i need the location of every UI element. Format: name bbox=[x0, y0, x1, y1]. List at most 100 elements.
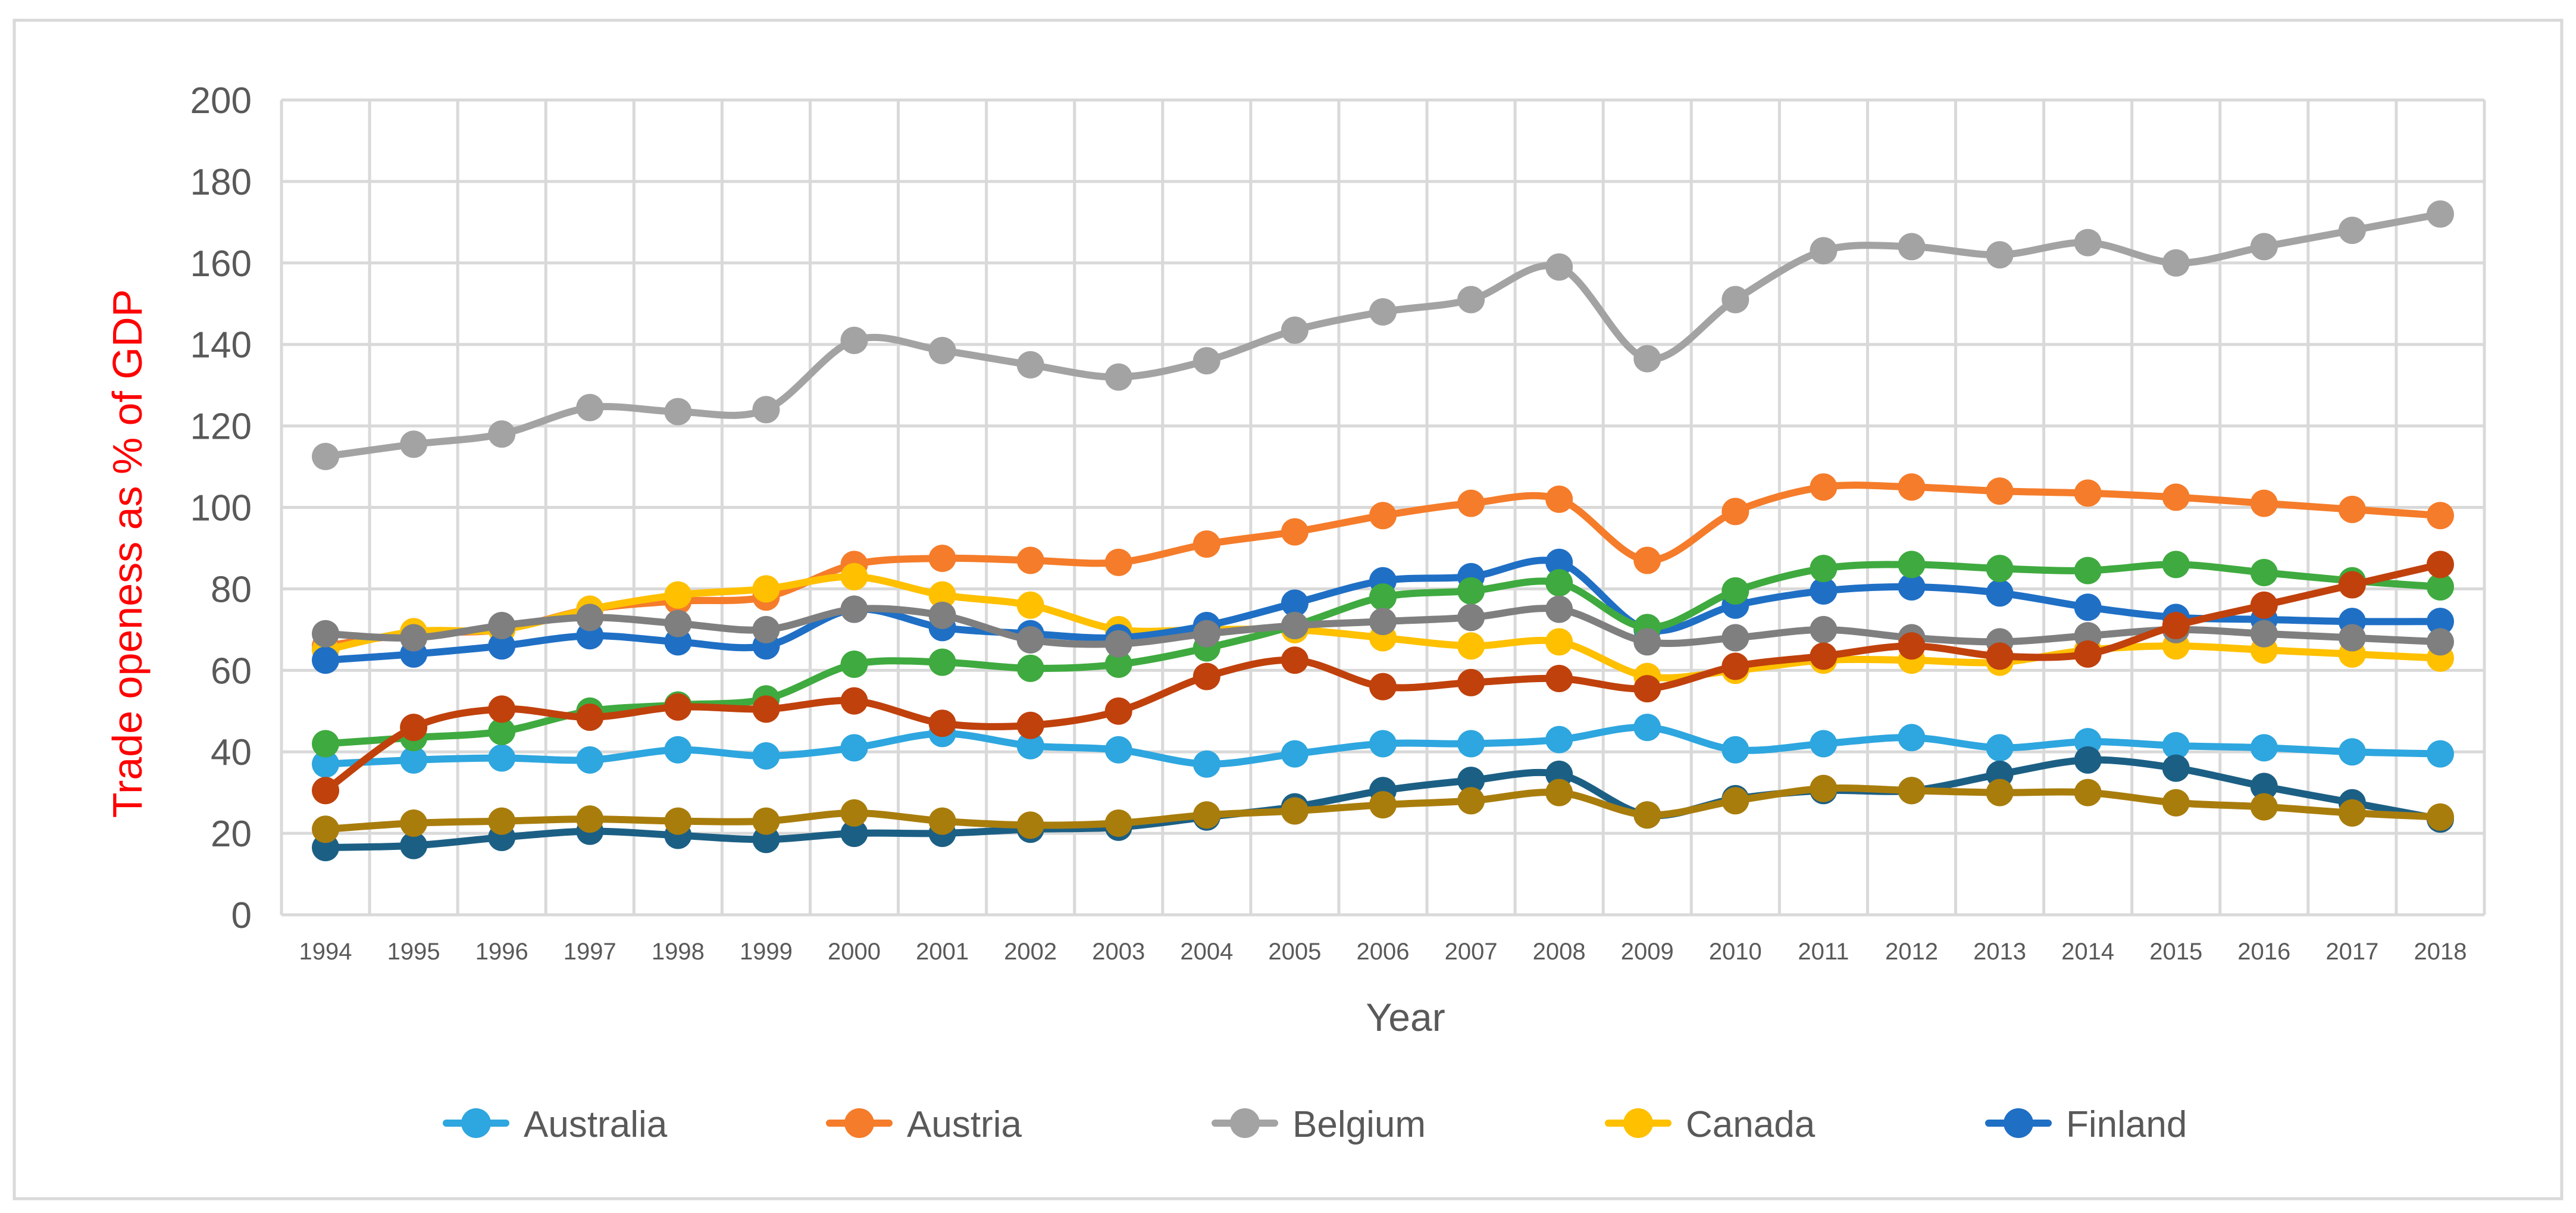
data-point bbox=[752, 615, 780, 643]
data-point bbox=[840, 651, 868, 679]
data-point bbox=[312, 730, 340, 758]
y-tick-label: 140 bbox=[190, 325, 252, 366]
data-point bbox=[312, 646, 340, 674]
data-point bbox=[400, 714, 428, 742]
data-point bbox=[2426, 551, 2454, 579]
data-point bbox=[1369, 730, 1397, 758]
data-point bbox=[1898, 551, 1926, 579]
data-point bbox=[752, 742, 780, 770]
data-point bbox=[1192, 662, 1220, 690]
legend-item-finland: Finland bbox=[1985, 1104, 2187, 1145]
data-point bbox=[2250, 793, 2278, 821]
legend-label: Belgium bbox=[1292, 1104, 1426, 1145]
data-point bbox=[928, 709, 956, 737]
data-point bbox=[1633, 675, 1661, 703]
data-point bbox=[1986, 241, 2014, 269]
data-point bbox=[1369, 673, 1397, 701]
legend-marker bbox=[1230, 1108, 1260, 1138]
data-point bbox=[576, 704, 604, 731]
data-point bbox=[1457, 577, 1485, 605]
data-point bbox=[1810, 774, 1838, 802]
data-point bbox=[312, 620, 340, 648]
x-tick-label: 2018 bbox=[2414, 939, 2467, 965]
series-australia bbox=[312, 714, 2454, 778]
data-point bbox=[1281, 646, 1309, 674]
data-point bbox=[1986, 779, 2014, 806]
legend: Australia Austria Belgium Canada Finland bbox=[443, 1104, 2187, 1145]
data-point bbox=[2250, 489, 2278, 517]
x-tick-label: 2013 bbox=[1973, 939, 2026, 965]
data-point bbox=[312, 815, 340, 843]
data-point bbox=[1986, 579, 2014, 607]
data-point bbox=[1281, 316, 1309, 344]
series-unlabeled-9 bbox=[312, 774, 2454, 843]
data-point bbox=[2426, 803, 2454, 831]
data-point bbox=[1369, 791, 1397, 819]
data-point bbox=[1898, 573, 1926, 601]
data-point bbox=[1192, 530, 1220, 558]
data-point bbox=[1545, 595, 1573, 623]
x-tick-label: 2002 bbox=[1004, 939, 1057, 965]
data-point bbox=[1545, 779, 1573, 806]
legend-marker bbox=[461, 1108, 491, 1138]
data-point bbox=[1810, 615, 1838, 643]
data-point bbox=[576, 393, 604, 421]
x-tick-label: 2016 bbox=[2237, 939, 2290, 965]
data-point bbox=[2074, 229, 2102, 257]
y-axis-ticks: 0 20 40 60 80 100 120 140 160 180 200 bbox=[190, 80, 252, 936]
data-point bbox=[1633, 345, 1661, 373]
data-point bbox=[1457, 767, 1485, 795]
legend-marker bbox=[844, 1108, 874, 1138]
data-point bbox=[1986, 642, 2014, 670]
data-point bbox=[1457, 632, 1485, 660]
data-point bbox=[1281, 518, 1309, 546]
data-point bbox=[840, 326, 868, 354]
data-point bbox=[1633, 546, 1661, 574]
legend-item-canada: Canada bbox=[1605, 1104, 1816, 1145]
data-point bbox=[752, 807, 780, 835]
data-point bbox=[1192, 620, 1220, 648]
data-point bbox=[664, 807, 692, 835]
data-point bbox=[2426, 200, 2454, 228]
data-point bbox=[2250, 734, 2278, 762]
data-point bbox=[400, 746, 428, 774]
data-point bbox=[2426, 502, 2454, 530]
data-point bbox=[1898, 777, 1926, 805]
data-point bbox=[1721, 577, 1749, 605]
data-point bbox=[1016, 731, 1044, 759]
data-point bbox=[1633, 801, 1661, 829]
data-point bbox=[1016, 546, 1044, 574]
data-point bbox=[1457, 668, 1485, 696]
data-point bbox=[1457, 489, 1485, 517]
data-point bbox=[312, 750, 340, 778]
data-point bbox=[1104, 630, 1132, 658]
data-point bbox=[928, 648, 956, 676]
data-point bbox=[1898, 632, 1926, 660]
data-point bbox=[2162, 249, 2190, 277]
data-point bbox=[2074, 479, 2102, 507]
y-tick-label: 80 bbox=[211, 569, 252, 610]
data-point bbox=[1281, 612, 1309, 640]
data-point bbox=[1016, 654, 1044, 682]
data-point bbox=[1545, 628, 1573, 656]
data-point bbox=[1986, 734, 2014, 762]
data-point bbox=[1369, 608, 1397, 636]
data-point bbox=[1016, 626, 1044, 654]
y-tick-label: 40 bbox=[211, 732, 252, 773]
data-point bbox=[840, 734, 868, 762]
y-tick-label: 120 bbox=[190, 407, 252, 448]
x-tick-label: 2003 bbox=[1092, 939, 1145, 965]
legend-label: Canada bbox=[1686, 1104, 1816, 1145]
data-point bbox=[1810, 730, 1838, 758]
x-tick-label: 2001 bbox=[916, 939, 969, 965]
data-point bbox=[2074, 593, 2102, 621]
data-point bbox=[2250, 591, 2278, 619]
x-tick-label: 2004 bbox=[1180, 939, 1233, 965]
x-tick-label: 2008 bbox=[1533, 939, 1586, 965]
data-point bbox=[2250, 773, 2278, 801]
data-point bbox=[1721, 286, 1749, 314]
data-point bbox=[1986, 477, 2014, 505]
data-point bbox=[1104, 548, 1132, 576]
data-point bbox=[1898, 233, 1926, 261]
